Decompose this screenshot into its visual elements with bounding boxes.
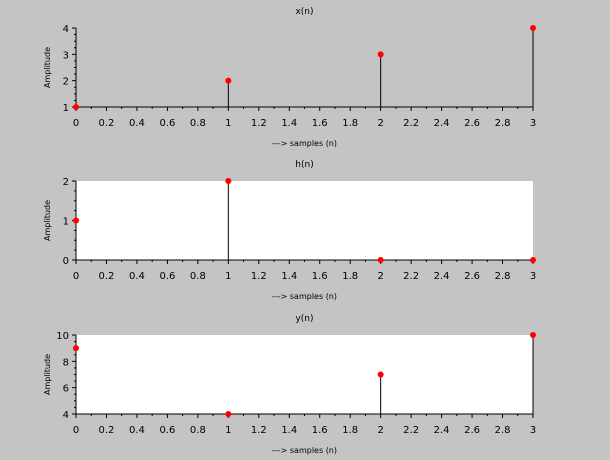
x-tick-label: 2.2: [403, 118, 419, 129]
plot-area: [76, 335, 533, 414]
stem-marker: [225, 178, 232, 184]
x-tick-label: 0.4: [129, 271, 145, 282]
x-tick-label: 2.2: [403, 271, 419, 282]
y-axis-label: Amplitude: [43, 47, 52, 88]
y-tick-label: 4: [63, 410, 69, 421]
y-tick-label: 1: [63, 103, 69, 114]
stem-marker: [530, 25, 536, 31]
x-tick-label: 0.2: [99, 425, 115, 436]
subplot-1: x(n) 0 0.2 0.4 0.6 0.8 1 1.2 1.4 1.6 1.8 2 2.2 2.4 2.6…: [43, 7, 536, 148]
x-tick-label: 1.4: [281, 425, 297, 436]
stem-marker: [73, 345, 79, 352]
x-tick-label: 0.6: [159, 425, 175, 436]
x-tick-label: 1.4: [281, 271, 297, 282]
stem-marker: [225, 77, 232, 84]
x-tick-label: 0.8: [190, 271, 206, 282]
stem-marker: [73, 104, 79, 110]
stem-marker: [73, 217, 79, 224]
stem-marker: [377, 371, 384, 378]
y-tick-label: 2: [63, 77, 69, 88]
x-tick-label: 1: [225, 118, 231, 129]
x-tick-label: 1: [225, 271, 231, 282]
stem-marker: [225, 411, 232, 417]
x-tick-label: 2.6: [464, 271, 480, 282]
x-tick-label: 1.6: [312, 425, 328, 436]
x-tick-label: 2.8: [495, 271, 511, 282]
x-tick-label: 0.2: [99, 118, 115, 129]
x-tick-label: 0.8: [190, 425, 206, 436]
x-tick-label: 1.2: [251, 425, 267, 436]
y-tick-label: 2: [63, 177, 69, 188]
x-tick-label: 0.4: [129, 118, 145, 129]
x-tick-label: 0.6: [159, 271, 175, 282]
x-tick-label: 1: [225, 425, 231, 436]
y-tick-label: 3: [63, 50, 69, 61]
x-tick-label: 3: [530, 271, 536, 282]
x-tick-label: 2.8: [495, 118, 511, 129]
x-tick-label: 2: [377, 271, 383, 282]
y-tick-label: 0: [63, 256, 69, 267]
x-tick-label: 0.6: [159, 118, 175, 129]
y-tick-label: 6: [63, 384, 69, 395]
subplot-title: y(n): [295, 314, 313, 324]
x-tick-label: 1.6: [312, 118, 328, 129]
x-tick-label: 2.4: [434, 425, 450, 436]
stem-marker: [377, 257, 384, 263]
x-tick-label: 2.6: [464, 118, 480, 129]
subplot-3: y(n) 0 0.2 0.4 0.6 0.8 1 1.2 1.4 1.6 1.8 2 2.2 2.4 2.6…: [43, 314, 536, 455]
x-tick-label: 0.4: [129, 425, 145, 436]
x-tick-label: 1.6: [312, 271, 328, 282]
stem-marker: [530, 257, 536, 263]
x-tick-label: 0.2: [99, 271, 115, 282]
x-tick-label: 1.8: [342, 425, 358, 436]
y-tick-label: 4: [63, 24, 69, 35]
plot-area: [76, 28, 533, 107]
y-tick-label: 10: [56, 331, 69, 342]
y-tick-label: 8: [63, 357, 69, 368]
x-axis-label: ---> samples (n): [272, 446, 337, 455]
x-tick-label: 0: [73, 425, 79, 436]
x-tick-label: 2: [377, 425, 383, 436]
y-tick-label: 1: [63, 217, 69, 228]
x-tick-label: 2.8: [495, 425, 511, 436]
x-tick-label: 1.2: [251, 118, 267, 129]
subplot-2: h(n) 0 0.2 0.4 0.6 0.8 1 1.2 1.4 1.6 1.8 2 2.2 2.4 2.6…: [43, 160, 536, 301]
x-axis-label: ---> samples (n): [272, 292, 337, 301]
x-tick-label: 2: [377, 118, 383, 129]
subplot-title: x(n): [295, 7, 313, 17]
stem-marker: [377, 51, 384, 58]
x-tick-label: 2.6: [464, 425, 480, 436]
x-tick-label: 1.8: [342, 118, 358, 129]
x-tick-label: 1.4: [281, 118, 297, 129]
stem-marker: [530, 332, 536, 338]
x-tick-label: 0.8: [190, 118, 206, 129]
y-axis-label: Amplitude: [43, 354, 52, 395]
x-tick-label: 2.2: [403, 425, 419, 436]
x-tick-label: 2.4: [434, 271, 450, 282]
plot-area: [76, 181, 533, 260]
x-tick-label: 1.8: [342, 271, 358, 282]
y-axis-label: Amplitude: [43, 200, 52, 241]
x-axis-label: ---> samples (n): [272, 139, 337, 148]
x-tick-label: 3: [530, 425, 536, 436]
x-tick-label: 1.2: [251, 271, 267, 282]
x-tick-label: 2.4: [434, 118, 450, 129]
x-tick-label: 0: [73, 271, 79, 282]
x-tick-label: 3: [530, 118, 536, 129]
subplot-title: h(n): [295, 160, 313, 170]
x-tick-label: 0: [73, 118, 79, 129]
